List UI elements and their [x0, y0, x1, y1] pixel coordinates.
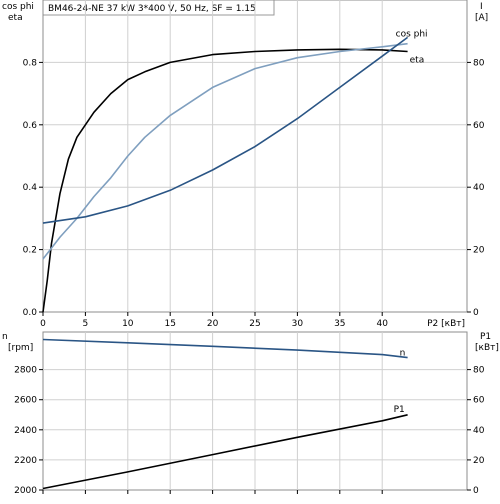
y-left-tick-label: 2200: [14, 456, 37, 466]
x-tick-label: 20: [207, 319, 219, 329]
series-line-n: [42, 338, 408, 359]
x-tick-label: 25: [249, 319, 260, 329]
y-left-tick-label: 0.6: [23, 121, 38, 131]
y-left-tick-label: 2000: [14, 486, 37, 496]
y-left-tick-label: 0.0: [23, 308, 38, 318]
x-tick-label: 0: [40, 319, 46, 329]
y-left-tick-label: 0.4: [23, 183, 38, 193]
series-label-eta: eta: [410, 55, 425, 65]
series-line-cos-phi: [42, 42, 408, 260]
y-right-axis-label: I: [480, 2, 483, 12]
series-line-i: [42, 36, 409, 224]
y-right-tick-label: 20: [473, 246, 485, 256]
x-tick-label: 5: [83, 319, 89, 329]
x-tick-label: 30: [292, 319, 304, 329]
y-right-axis-unit: [A]: [475, 13, 488, 23]
series-label-n: n: [400, 349, 406, 359]
series-line-p1: [42, 414, 408, 490]
y-right-tick-label: 40: [473, 183, 485, 193]
y-right-tick-label: 0: [473, 308, 479, 318]
y-left-axis-unit: [rpm]: [8, 343, 33, 353]
y-right-tick-label: 20: [473, 456, 485, 466]
y-left-axis-label: cos phi: [2, 2, 34, 12]
x-tick-label: 40: [376, 319, 388, 329]
x-tick-label: 10: [122, 319, 134, 329]
x-tick-label: 15: [164, 319, 175, 329]
y-right-tick-label: 80: [473, 366, 485, 376]
y-right-axis-unit: [кВт]: [475, 343, 499, 353]
y-left-tick-label: 2600: [14, 396, 37, 406]
y-right-tick-label: 0: [473, 486, 479, 496]
y-left-tick-label: 2400: [14, 426, 37, 436]
chart-header-text: BM46-24-NE 37 kW 3*400 V, 50 Hz, SF = 1.…: [48, 4, 256, 14]
y-right-tick-label: 40: [473, 426, 485, 436]
series-label-cos-phi: cos phi: [396, 30, 428, 40]
y-right-tick-label: 80: [473, 58, 485, 68]
y-left-tick-label: 2800: [14, 366, 37, 376]
y-left-axis-unit: eta: [8, 13, 23, 23]
lower-chart: 20002200240026002800020406080n[rpm]P1[кВ…: [2, 331, 499, 496]
x-axis-label: P2 [кВт]: [427, 319, 465, 329]
series-label-p1: P1: [394, 405, 405, 415]
upper-chart: 0.0 0.2 0.4 0.6 0.8 0 20 40 60 80 0 5 10 15 20 25 30 35 40…: [2, 0, 488, 329]
y-right-tick-label: 60: [473, 121, 485, 131]
x-tick-label: 35: [334, 319, 345, 329]
y-left-tick-label: 0.8: [23, 58, 38, 68]
y-right-axis-label: P1: [480, 332, 491, 342]
y-right-tick-label: 60: [473, 396, 485, 406]
y-left-tick-label: 0.2: [23, 246, 37, 256]
series-line-eta: [42, 48, 408, 313]
y-left-axis-label: n: [2, 332, 8, 342]
